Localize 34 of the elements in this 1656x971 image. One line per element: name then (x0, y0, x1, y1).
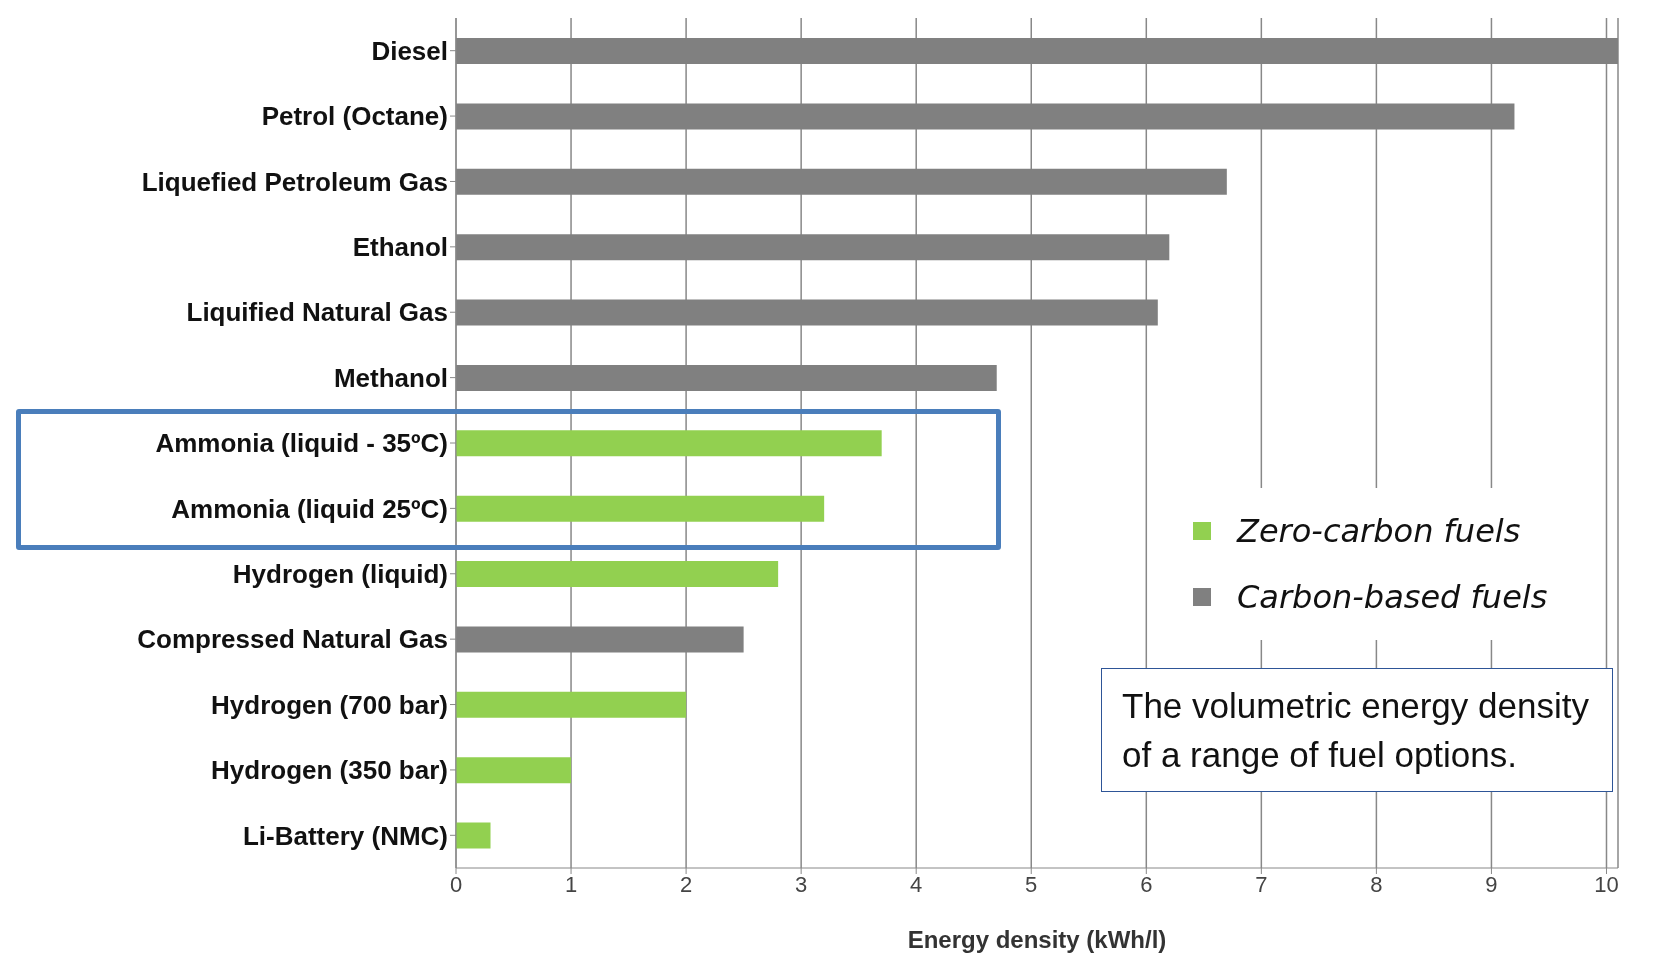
x-tick-label: 5 (1025, 871, 1038, 897)
y-tick-label: Hydrogen (liquid) (232, 559, 448, 589)
y-tick-label: Li-Battery (NMC) (242, 820, 448, 851)
bar (456, 430, 882, 457)
y-tick-label: Hydrogen (700 bar) (211, 689, 448, 720)
x-tick-label: 7 (1255, 871, 1268, 897)
legend-label: Carbon-based fuels (1237, 578, 1548, 616)
bar (456, 691, 687, 718)
bar (456, 757, 572, 784)
bar (456, 561, 779, 588)
y-tick-label: Liquified Natural Gas (186, 297, 448, 328)
x-tick-label: 6 (1140, 871, 1153, 897)
y-tick-label: Diesel (371, 35, 448, 66)
legend-label: Zero-carbon fuels (1237, 512, 1521, 550)
y-tick-label: Ethanol (352, 232, 448, 263)
y-tick-label: Liquefied Petroleum Gas (141, 166, 448, 197)
bar (456, 495, 825, 522)
x-tick-label: 9 (1485, 871, 1498, 897)
annotation: The volumetric energy density of a range of fuel options. (1101, 668, 1613, 792)
x-tick-label: 0 (449, 871, 463, 897)
x-axis-title: Energy density (kWh/l) (907, 926, 1167, 953)
x-tick-label: 1 (564, 871, 578, 897)
y-tick-label: Petrol (Octane) (261, 101, 448, 132)
y-tick-label: Ammonia (liquid - 35ºC) (155, 428, 448, 459)
x-tick-label: 4 (910, 871, 923, 897)
y-tick-label: Methanol (333, 362, 448, 393)
x-tick-label: 2 (679, 871, 693, 897)
bar (456, 822, 491, 849)
x-tick-label: 8 (1370, 871, 1383, 897)
y-tick-label: Compressed Natural Gas (137, 624, 448, 655)
y-tick-label: Ammonia (liquid 25ºC) (171, 493, 448, 524)
x-tick-label: 10 (1594, 871, 1619, 897)
y-tick-label: Hydrogen (350 bar) (211, 755, 448, 786)
x-tick-label: 3 (795, 871, 808, 897)
